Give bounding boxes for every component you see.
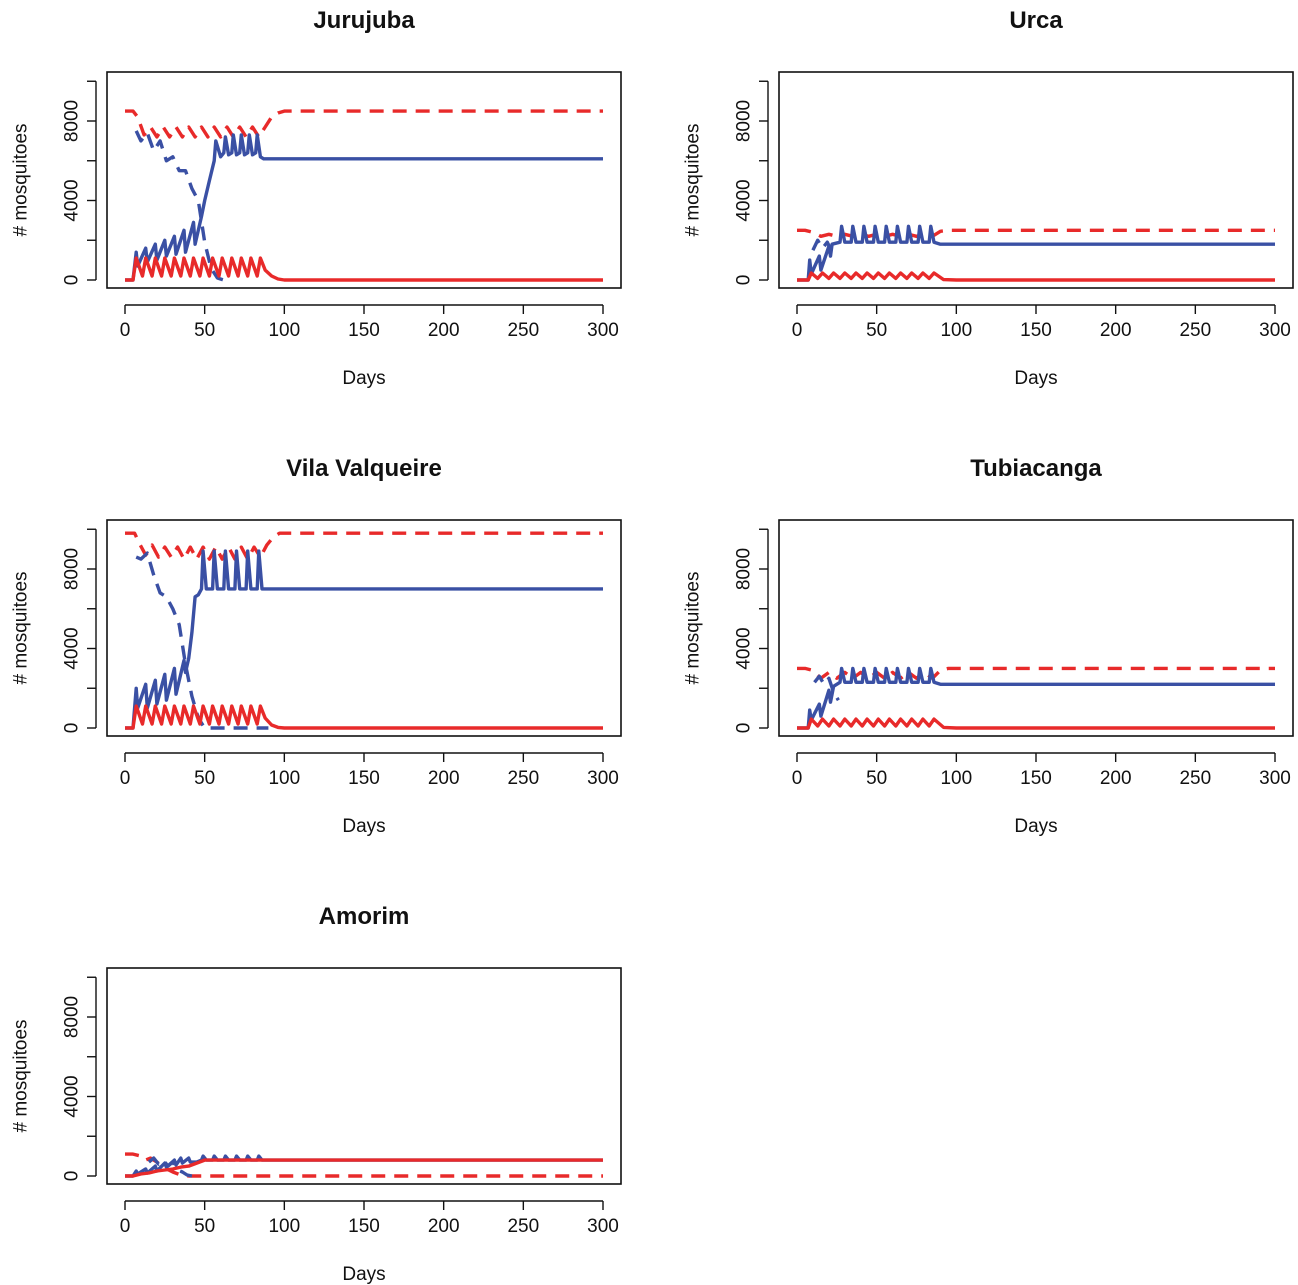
- y-tick-label: 0: [734, 723, 755, 734]
- series-3-solid-line: [125, 704, 603, 730]
- series-3-solid-line: [797, 717, 1275, 730]
- x-tick-label: 150: [1020, 320, 1052, 341]
- series-2-solid-line: [125, 549, 603, 730]
- panel-amorim: Amorim 0 50 100 150 200 250 300 0 4000 8000 Days # m…: [11, 903, 622, 1285]
- x-axis-label: Days: [1014, 816, 1057, 837]
- series-0-dashed-line: [125, 531, 603, 561]
- x-tick-label: 200: [1100, 768, 1132, 789]
- y-tick-label: 8000: [734, 100, 755, 142]
- x-tick-label: 0: [120, 768, 131, 789]
- y-tick-label: 0: [62, 723, 83, 734]
- series-group: [125, 109, 603, 282]
- x-tick-label: 150: [348, 320, 380, 341]
- series-3-solid-line: [125, 256, 603, 282]
- plot-frame: [106, 519, 622, 737]
- series-3-solid-line: [797, 271, 1275, 282]
- y-axis-label: # mosquitoes: [683, 123, 704, 236]
- plot-frame: [106, 71, 622, 289]
- x-tick-label: 0: [120, 1216, 131, 1237]
- panel-title: Tubiacanga: [970, 455, 1102, 482]
- y-tick-label: 8000: [62, 548, 83, 590]
- x-tick-label: 300: [1259, 320, 1291, 341]
- x-tick-label: 0: [120, 320, 131, 341]
- y-axis-label: # mosquitoes: [683, 571, 704, 684]
- series-2-solid-line: [797, 224, 1275, 282]
- y-tick-label: 0: [62, 1171, 83, 1182]
- y-tick-label: 4000: [62, 627, 83, 669]
- x-tick-label: 300: [587, 768, 619, 789]
- series-group: [797, 224, 1275, 282]
- x-tick-label: 50: [866, 320, 887, 341]
- x-tick-label: 100: [940, 768, 972, 789]
- x-tick-label: 250: [507, 1216, 539, 1237]
- x-tick-label: 150: [348, 1216, 380, 1237]
- x-axis-label: Days: [1014, 368, 1057, 389]
- x-tick-label: 0: [792, 768, 803, 789]
- y-axis-label: # mosquitoes: [11, 1019, 32, 1132]
- x-tick-label: 300: [1259, 768, 1291, 789]
- series-1-dashed-line: [134, 130, 225, 282]
- series-2-solid-line: [125, 133, 603, 282]
- x-axis-label: Days: [342, 368, 385, 389]
- series-1-dashed-line: [135, 551, 269, 730]
- series-1-dashed-line: [813, 674, 840, 702]
- x-tick-label: 250: [507, 768, 539, 789]
- x-tick-label: 200: [428, 1216, 460, 1237]
- x-tick-label: 250: [1179, 768, 1211, 789]
- x-tick-label: 250: [507, 320, 539, 341]
- y-tick-label: 8000: [62, 100, 83, 142]
- panel-urca: Urca 0 50 100 150 200 250 300 0 4000 8000 Days # mos…: [683, 7, 1294, 389]
- series-group: [125, 531, 603, 730]
- series-group: [797, 666, 1275, 730]
- x-tick-label: 150: [1020, 768, 1052, 789]
- y-axis-label: # mosquitoes: [11, 123, 32, 236]
- y-tick-label: 4000: [734, 179, 755, 221]
- y-tick-label: 8000: [734, 548, 755, 590]
- x-tick-label: 200: [428, 768, 460, 789]
- x-tick-label: 100: [268, 320, 300, 341]
- x-tick-label: 0: [792, 320, 803, 341]
- x-axis-label: Days: [342, 816, 385, 837]
- x-tick-label: 50: [194, 1216, 215, 1237]
- y-tick-label: 4000: [62, 1075, 83, 1117]
- x-tick-label: 100: [268, 1216, 300, 1237]
- panel-title: Jurujuba: [313, 7, 415, 34]
- x-tick-label: 50: [866, 768, 887, 789]
- x-axis-label: Days: [342, 1264, 385, 1285]
- x-tick-label: 100: [940, 320, 972, 341]
- series-0-dashed-line: [125, 1152, 603, 1178]
- y-tick-label: 0: [62, 275, 83, 286]
- plot-frame: [778, 519, 1294, 737]
- x-tick-label: 200: [428, 320, 460, 341]
- y-tick-label: 4000: [62, 179, 83, 221]
- x-tick-label: 300: [587, 320, 619, 341]
- x-tick-label: 100: [268, 768, 300, 789]
- series-0-dashed-line: [797, 228, 1275, 239]
- plot-frame: [778, 71, 1294, 289]
- y-axis-label: # mosquitoes: [11, 571, 32, 684]
- x-tick-label: 150: [348, 768, 380, 789]
- x-tick-label: 250: [1179, 320, 1211, 341]
- panel-title: Amorim: [319, 903, 410, 930]
- y-tick-label: 4000: [734, 627, 755, 669]
- x-tick-label: 200: [1100, 320, 1132, 341]
- y-tick-label: 0: [734, 275, 755, 286]
- y-tick-label: 8000: [62, 996, 83, 1038]
- x-tick-label: 300: [587, 1216, 619, 1237]
- panel-title: Vila Valqueire: [286, 455, 442, 482]
- panel-title: Urca: [1009, 7, 1063, 34]
- series-1-dashed-line: [811, 238, 838, 258]
- x-tick-label: 50: [194, 768, 215, 789]
- panel-jurujuba: Jurujuba 0 50 100 150 200 250 300 0 4000 8000 Days #…: [11, 7, 622, 389]
- series-3-solid-line: [125, 1158, 603, 1178]
- panel-vila-valqueire: Vila Valqueire 0 50 100 150 200 250 300 0 4000 800…: [11, 455, 622, 837]
- series-0-dashed-line: [797, 666, 1275, 680]
- series-2-solid-line: [797, 666, 1275, 730]
- series-0-dashed-line: [125, 109, 603, 139]
- series-group: [125, 1152, 603, 1178]
- x-tick-label: 50: [194, 320, 215, 341]
- plot-frame: [106, 967, 622, 1185]
- panel-tubiacanga: Tubiacanga 0 50 100 150 200 250 300 0 4000 8000 Day…: [683, 455, 1294, 837]
